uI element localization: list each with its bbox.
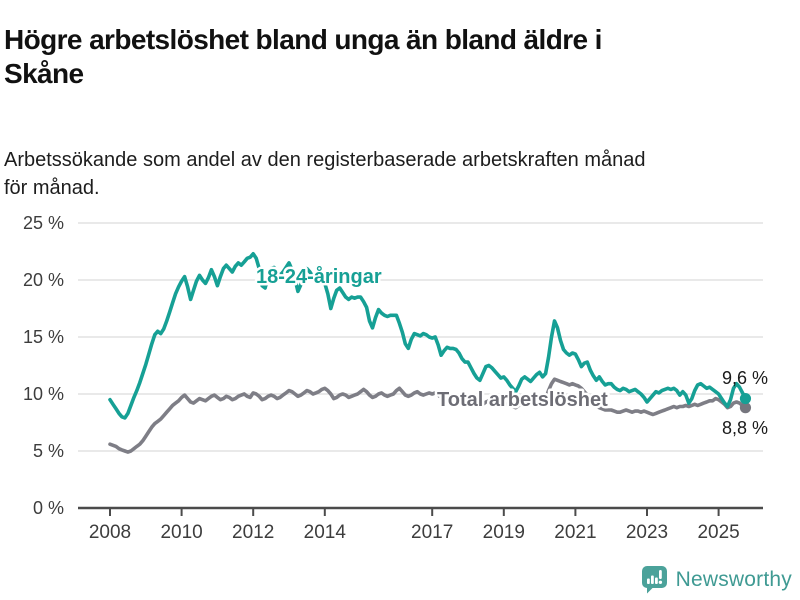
series-line-total [108, 377, 748, 454]
series-end-dot-youth [739, 392, 752, 405]
page-title-line-1: Högre arbetslöshet bland unga än bland ä… [4, 23, 602, 55]
newsworthy-logo[interactable]: Newsworthy [641, 564, 792, 596]
x-tick-label-2010: 2010 [160, 522, 202, 543]
x-tick-label-2021: 2021 [554, 522, 596, 543]
y-tick-label-20: 20 % [23, 270, 64, 290]
x-tick-label-2012: 2012 [232, 522, 274, 543]
chart-subtitle-line-2: för månad. [4, 177, 100, 200]
y-tick-label-5: 5 % [33, 441, 64, 461]
x-tick-label-2008: 2008 [89, 522, 131, 543]
x-tick-label-2023: 2023 [626, 522, 668, 543]
chart-subtitle: Arbetssökande som andel av den registerb… [4, 146, 796, 203]
page-title: Högre arbetslöshet bland unga än bland ä… [4, 23, 796, 91]
y-tick-label-0: 0 % [33, 498, 64, 518]
end-value-label-youth: 9,6 % [722, 368, 768, 388]
x-tick-label-2017: 2017 [411, 522, 453, 543]
newsworthy-wordmark: Newsworthy [675, 568, 792, 591]
y-tick-label-10: 10 % [23, 384, 64, 404]
series-line-youth [108, 252, 748, 420]
series-end-dot-total [739, 402, 752, 414]
y-tick-label-15: 15 % [23, 327, 64, 347]
x-tick-label-2019: 2019 [483, 522, 525, 543]
y-tick-label-25: 25 % [23, 213, 64, 233]
newsworthy-bubble-chart-icon [641, 566, 667, 594]
end-value-label-total: 8,8 % [722, 418, 768, 438]
page-title-line-2: Skåne [4, 57, 84, 89]
x-tick-label-2014: 2014 [304, 522, 347, 543]
series-label-total: Total arbetslöshet [437, 389, 608, 411]
chart-subtitle-line-1: Arbetssökande som andel av den registerb… [4, 149, 646, 171]
x-tick-label-2025: 2025 [697, 522, 739, 543]
series-label-youth: 18-24-åringar [256, 265, 382, 288]
